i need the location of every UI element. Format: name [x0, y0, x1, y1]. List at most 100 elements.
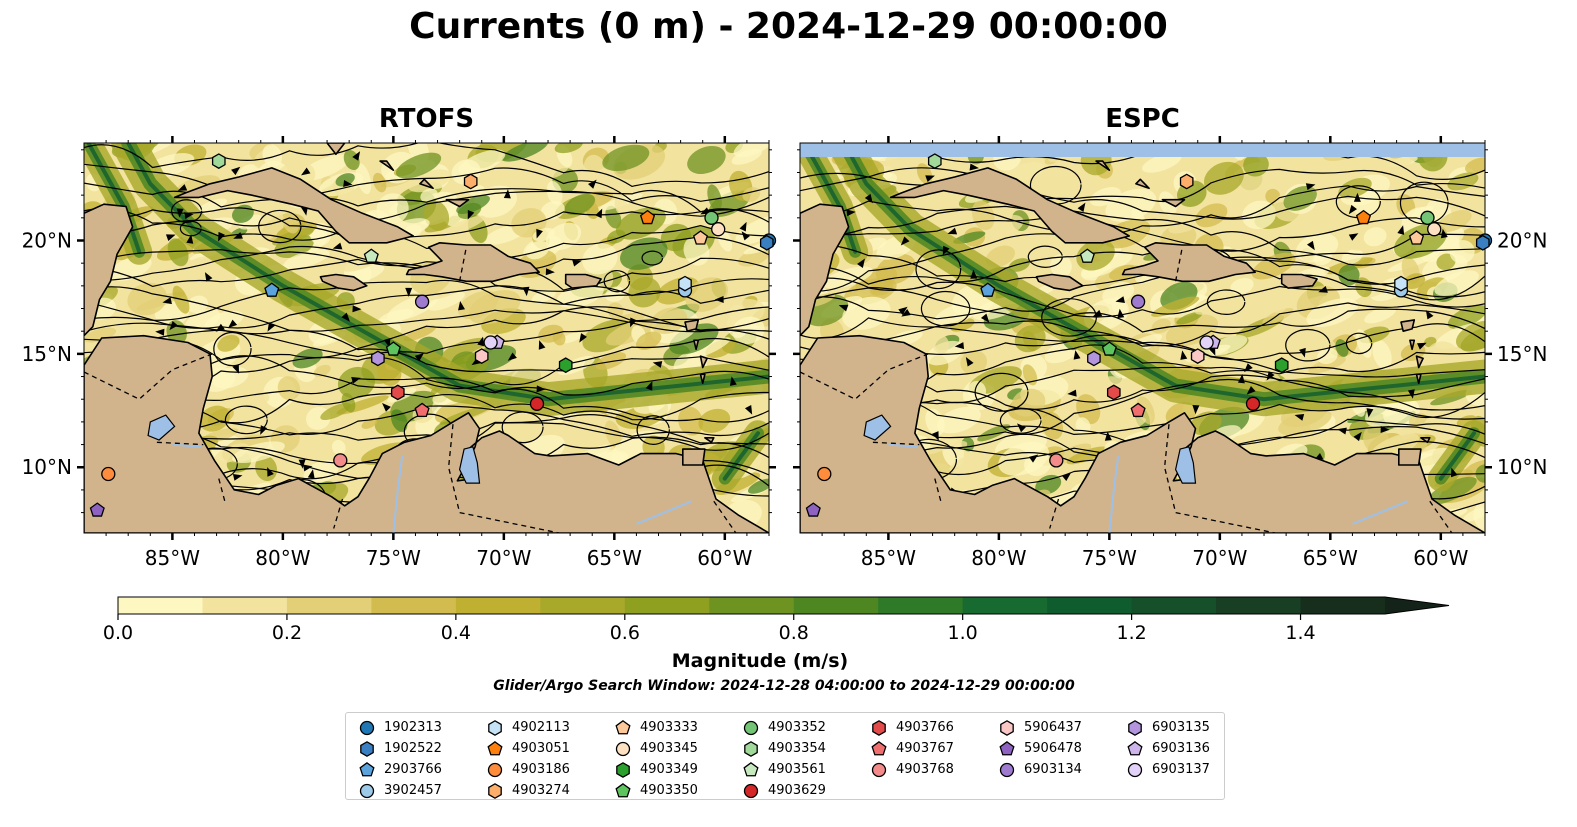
streamline-arrow: [351, 376, 361, 384]
colorbar-tick-label: 1.2: [1116, 622, 1146, 644]
streamline-arrow: [1073, 350, 1081, 360]
legend-label: 4903186: [512, 762, 570, 777]
hexagon-marker-icon: [488, 782, 502, 799]
streamline-arrow: [846, 209, 856, 217]
streamline: [1399, 181, 1449, 225]
legend-column: 1902313 1902522 2903766 3902457: [358, 717, 442, 801]
float-marker-6903137: [1199, 335, 1214, 350]
land-polygon: [1398, 448, 1422, 466]
streamline-arrow: [307, 469, 315, 479]
streamline: [1345, 332, 1373, 355]
float-marker-6903134: [1130, 294, 1146, 309]
colorbar-tick-label: 0.8: [779, 622, 809, 644]
streamline-arrow: [1417, 342, 1427, 350]
streamline-arrow: [332, 242, 343, 250]
streamline: [84, 310, 769, 361]
streamline-arrow: [267, 467, 274, 477]
legend-item: 5906478: [998, 738, 1082, 759]
streamline-arrow: [1348, 204, 1358, 215]
legend-item: 1902313: [358, 717, 442, 738]
streamline-arrow: [970, 269, 978, 279]
streamline: [224, 405, 268, 435]
streamline-arrow: [343, 180, 353, 187]
land-polygon: [699, 373, 706, 385]
streamline: [1027, 245, 1063, 268]
legend-item: 4903349: [614, 759, 698, 780]
land-polygon: [1400, 319, 1416, 332]
streamline: [999, 407, 1042, 434]
legend-label: 5906437: [1024, 720, 1082, 735]
streamline-arrow: [165, 234, 176, 241]
float-marker-4903274: [463, 173, 478, 190]
legend-item: 4903352: [742, 717, 826, 738]
streamline: [800, 248, 1485, 285]
hexagon-marker-icon: [360, 740, 374, 757]
float-marker-6903134: [414, 294, 430, 309]
streamline-arrow: [477, 336, 485, 347]
streamline-arrow: [352, 151, 361, 161]
legend-item: 5906437: [998, 717, 1082, 738]
legend-item: 4903767: [870, 738, 954, 759]
streamline: [915, 249, 962, 290]
land-polygon: [1420, 437, 1431, 444]
streamline: [84, 329, 769, 373]
float-marker-4903350: [385, 341, 401, 356]
streamline: [84, 286, 769, 332]
legend-label: 4902113: [512, 720, 570, 735]
streamline: [1029, 165, 1082, 205]
legend-item: 4903274: [486, 780, 570, 801]
land-polygon: [173, 167, 414, 244]
float-marker-4903354: [927, 153, 942, 170]
lon-tick-label: 80°W: [971, 546, 1026, 570]
streamline: [800, 210, 1485, 266]
streamline-arrow: [1425, 309, 1434, 320]
float-marker-5906437: [474, 348, 489, 365]
streamline-arrow: [1180, 350, 1188, 360]
legend-label: 2903766: [384, 762, 442, 777]
streamline-arrow: [215, 323, 225, 332]
lon-tick-label: 75°W: [1082, 546, 1137, 570]
float-marker-4903350: [1101, 341, 1117, 356]
streamline: [800, 281, 1485, 333]
land-polygon: [889, 167, 1130, 244]
legend-label: 1902522: [384, 741, 442, 756]
lat-tick-label: 20°N: [1497, 229, 1547, 253]
colorbar: 0.0 0.2 0.4 0.6 0.8 1.0 1.2 1.4: [103, 596, 1450, 644]
float-marker-2903766: [980, 282, 996, 297]
streamline-arrow: [1306, 240, 1315, 251]
panel-title-espc: ESPC: [1105, 104, 1180, 134]
legend-item: 4903561: [742, 759, 826, 780]
float-marker-6903135: [1087, 350, 1101, 367]
streamline-arrow: [301, 167, 311, 176]
land-polygon: [693, 339, 700, 351]
colorbar-label: Magnitude (m/s): [671, 650, 849, 672]
map-panel-espc: 85°W 80°W 75°W 70°W 65°W 60°W 20°N 15°N 10°N: [793, 136, 1547, 570]
float-marker-5906478: [89, 502, 105, 517]
streamline-arrow: [942, 245, 950, 256]
streamline-arrow: [714, 296, 724, 304]
streamline-arrow: [645, 381, 653, 391]
lon-tick-label: 60°W: [1413, 546, 1468, 570]
map-figure: 85°W 80°W 75°W 70°W 65°W 60°W20°N15°N10°N85°W…: [22, 136, 1547, 644]
streamline-arrow: [536, 228, 543, 239]
float-marker-4902113: [1394, 275, 1408, 292]
land-polygon: [800, 334, 1485, 533]
circle-marker-icon: [615, 741, 631, 756]
colorbar-tick-label: 0.6: [610, 622, 640, 644]
streamline-arrow: [1092, 309, 1103, 317]
pentagon-marker-icon: [615, 719, 631, 734]
streamline-arrow: [1028, 454, 1039, 463]
float-marker-4903352: [1420, 210, 1435, 225]
circle-marker-icon: [743, 783, 759, 798]
streamline: [213, 331, 252, 367]
float-marker-4903561: [363, 248, 379, 263]
streamline-arrow: [1353, 192, 1361, 202]
lon-tick-label: 70°W: [476, 546, 531, 570]
float-marker-4903767: [1130, 402, 1146, 418]
legend-label: 4903051: [512, 741, 570, 756]
streamline-arrow: [1115, 296, 1125, 304]
streamline-arrow: [729, 376, 737, 386]
hexagon-marker-icon: [616, 761, 630, 778]
streamline-arrow: [1450, 467, 1458, 478]
pentagon-marker-icon: [487, 740, 503, 755]
